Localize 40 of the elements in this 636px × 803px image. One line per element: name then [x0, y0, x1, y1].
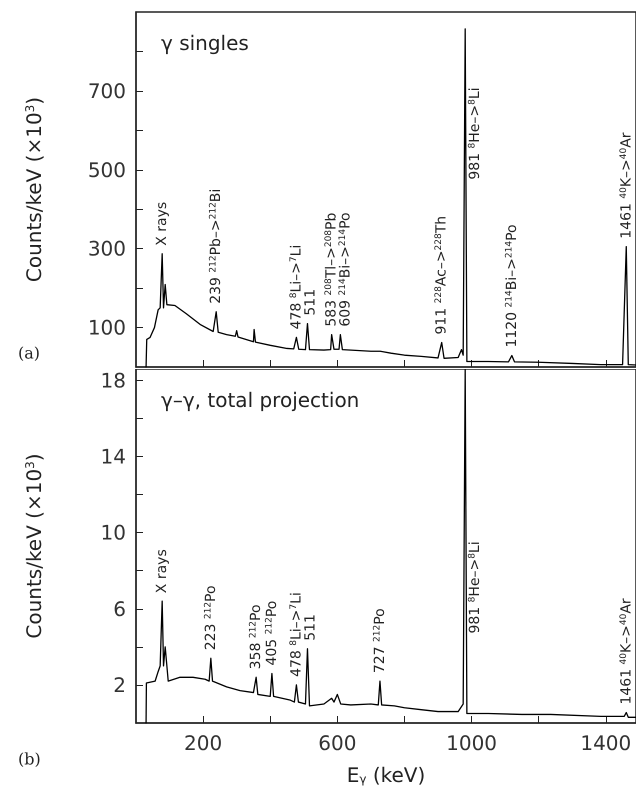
annotation: 511 [302, 614, 318, 641]
annotation: 981 8He–>8Li [467, 541, 484, 634]
x-tick-label: 1400 [580, 731, 632, 755]
annotation: 911 228Ac–>228Th [434, 216, 450, 335]
x-axis-title: Eγ (keV) [346, 763, 426, 787]
text: (a) [18, 344, 40, 362]
y-tick-label: 500 [88, 158, 126, 182]
text: (b) [18, 750, 41, 768]
y-axis-title: Counts/keV (×103) [22, 453, 46, 639]
text: γ–γ, total projection [161, 388, 360, 412]
annotation: 239 212Pb–>212Bi [208, 188, 224, 304]
y-tick-label: 18 [100, 368, 126, 392]
y-tick-label: 700 [88, 78, 126, 103]
line-series [145, 369, 636, 724]
annotation: 223 212Po [202, 585, 219, 650]
annotation: X rays [154, 202, 170, 246]
annotation: 405 212Po [264, 600, 280, 666]
y-tick-label: 2 [113, 672, 126, 697]
x-tick-label: 1000 [446, 731, 498, 755]
annotation: 727 212Po [372, 608, 388, 674]
annotation: 1461 40K–>40Ar [618, 132, 634, 239]
annotation: 358 212Po [248, 604, 264, 670]
x-tick-label: 200 [184, 731, 222, 755]
annotation: 478 8Li–>7Li [288, 592, 304, 677]
y-tick-label: 100 [88, 316, 126, 340]
line-series [145, 28, 636, 368]
y-tick-label: 10 [100, 520, 126, 545]
annotation: 1120 214Bi–>214Po [504, 224, 520, 348]
annotation: 511 [302, 288, 318, 316]
y-tick-label: 6 [113, 596, 126, 621]
y-tick-label: 300 [88, 236, 126, 261]
y-axis-title: Counts/keV (×103) [22, 96, 46, 282]
annotation: 609 214Bi–>214Po [338, 212, 354, 327]
x-tick-label: 600 [318, 731, 356, 755]
annotation: 1461 40K–>40Ar [618, 598, 634, 705]
y-tick-label: 14 [100, 444, 126, 469]
text: γ singles [161, 31, 249, 55]
annotation: 478 8Li–>7Li [288, 244, 304, 330]
annotation: X rays [154, 549, 170, 594]
annotation: 981 8He–>8Li [467, 87, 484, 180]
